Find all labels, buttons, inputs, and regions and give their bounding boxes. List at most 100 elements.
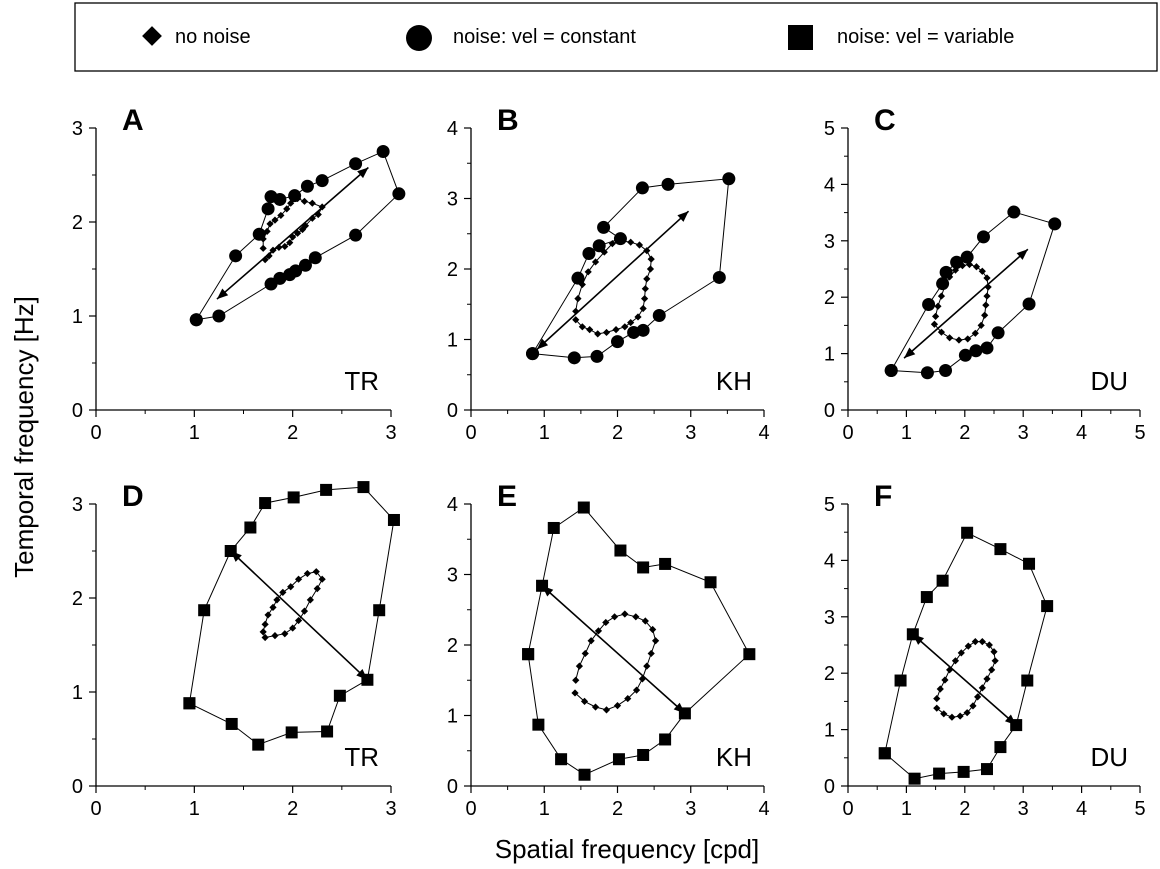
arrow-head: [356, 668, 368, 680]
legend-circle-marker: [406, 25, 432, 51]
square-point: [183, 697, 196, 710]
square-point: [933, 767, 946, 780]
diamond-point: [575, 662, 584, 670]
diamond-point: [934, 302, 942, 310]
square-point: [198, 604, 211, 617]
square-point: [1041, 600, 1054, 613]
diamond-point: [300, 197, 309, 205]
x-tick-label: 2: [612, 798, 623, 820]
diamond-point: [955, 336, 963, 344]
diamond-point: [571, 689, 579, 697]
circle-point: [652, 309, 666, 323]
circle-point: [571, 271, 585, 285]
diamond-point: [651, 637, 660, 645]
diamond-point: [937, 328, 946, 336]
square-point: [577, 501, 590, 514]
legend-square-marker: [788, 25, 813, 50]
arrow-head: [357, 167, 369, 179]
square-point: [321, 725, 334, 738]
diamond-point: [936, 685, 944, 693]
diamond-point: [983, 675, 991, 683]
circle-point: [922, 298, 936, 312]
arrow-shaft: [903, 248, 1029, 359]
x-tick-label: 3: [385, 422, 396, 444]
diamond-point: [273, 596, 281, 604]
x-tick-label: 3: [685, 422, 696, 444]
y-tick-label: 2: [824, 663, 835, 685]
diamond-point: [985, 641, 993, 649]
y-tick-label: 5: [824, 118, 835, 140]
diamond-point: [643, 662, 651, 670]
diamond-point: [941, 676, 949, 684]
square-point: [373, 604, 386, 617]
diamond-point: [275, 243, 283, 251]
x-tick-label: 1: [539, 422, 550, 444]
circle-point: [635, 181, 649, 195]
circle-point: [526, 347, 540, 361]
diamond-point: [610, 613, 619, 621]
circle-point: [212, 309, 226, 323]
square-point: [1023, 557, 1036, 570]
x-tick-label: 3: [685, 798, 696, 820]
diamond-point: [978, 638, 986, 646]
diamond-point: [641, 617, 649, 625]
diamond-point: [632, 686, 641, 694]
square-series-line: [188, 486, 395, 746]
square-point: [1021, 674, 1034, 687]
diamond-point: [294, 616, 303, 625]
circle-point: [349, 228, 363, 242]
y-tick-label: 2: [72, 212, 83, 234]
square-point: [287, 491, 300, 504]
y-tick-label: 4: [447, 494, 458, 516]
square-point: [547, 521, 560, 534]
diamond-point: [957, 649, 965, 657]
diamond-point: [627, 238, 635, 246]
circle-point: [939, 265, 953, 279]
x-tick-label: 3: [1018, 798, 1029, 820]
x-tick-label: 5: [1134, 798, 1145, 820]
diamond-point: [594, 330, 602, 338]
x-tick-label: 3: [1018, 422, 1029, 444]
y-tick-label: 4: [824, 550, 835, 572]
diamond-point: [638, 675, 647, 683]
arrow-head: [677, 211, 689, 222]
diamond-point: [306, 596, 314, 604]
square-point: [252, 738, 265, 751]
diamond-point: [283, 205, 291, 213]
diamond-point: [581, 649, 589, 658]
x-tick-label: 2: [287, 798, 298, 820]
diamond-point: [574, 295, 582, 303]
y-tick-label: 1: [824, 344, 835, 366]
diamond-point: [602, 706, 611, 714]
circle-point: [613, 232, 627, 246]
diamond-point: [591, 258, 600, 266]
square-point: [936, 574, 949, 587]
diamond-point: [991, 657, 999, 665]
x-tick-label: 4: [1076, 422, 1087, 444]
legend-diamond-marker: [142, 26, 162, 46]
diamond-series-line: [574, 613, 657, 711]
square-point: [659, 557, 672, 570]
diamond-point: [974, 693, 982, 701]
x-tick-label: 2: [959, 798, 970, 820]
circle-point: [661, 177, 675, 191]
x-tick-label: 1: [189, 422, 200, 444]
x-tick-label: 2: [612, 422, 623, 444]
diamond-point: [312, 568, 320, 576]
x-tick-label: 5: [1134, 422, 1145, 444]
panel-c: 0 1 2 3 4 5 0 1 2 3 4 5 C DU: [824, 104, 1146, 444]
circle-point: [960, 250, 974, 264]
diamond-point: [572, 316, 580, 324]
y-tick-label: 4: [447, 118, 458, 140]
square-point: [320, 483, 333, 496]
diamond-point: [933, 704, 941, 712]
panel-letter: F: [874, 480, 892, 513]
diamond-point: [956, 712, 964, 720]
x-tick-label: 1: [539, 798, 550, 820]
x-axis-title: Spatial frequency [cpd]: [495, 834, 760, 864]
square-series-line: [884, 532, 1048, 780]
circle-point: [264, 190, 278, 204]
square-point: [532, 718, 545, 731]
diamond-point: [981, 311, 989, 319]
square-point: [957, 765, 970, 778]
